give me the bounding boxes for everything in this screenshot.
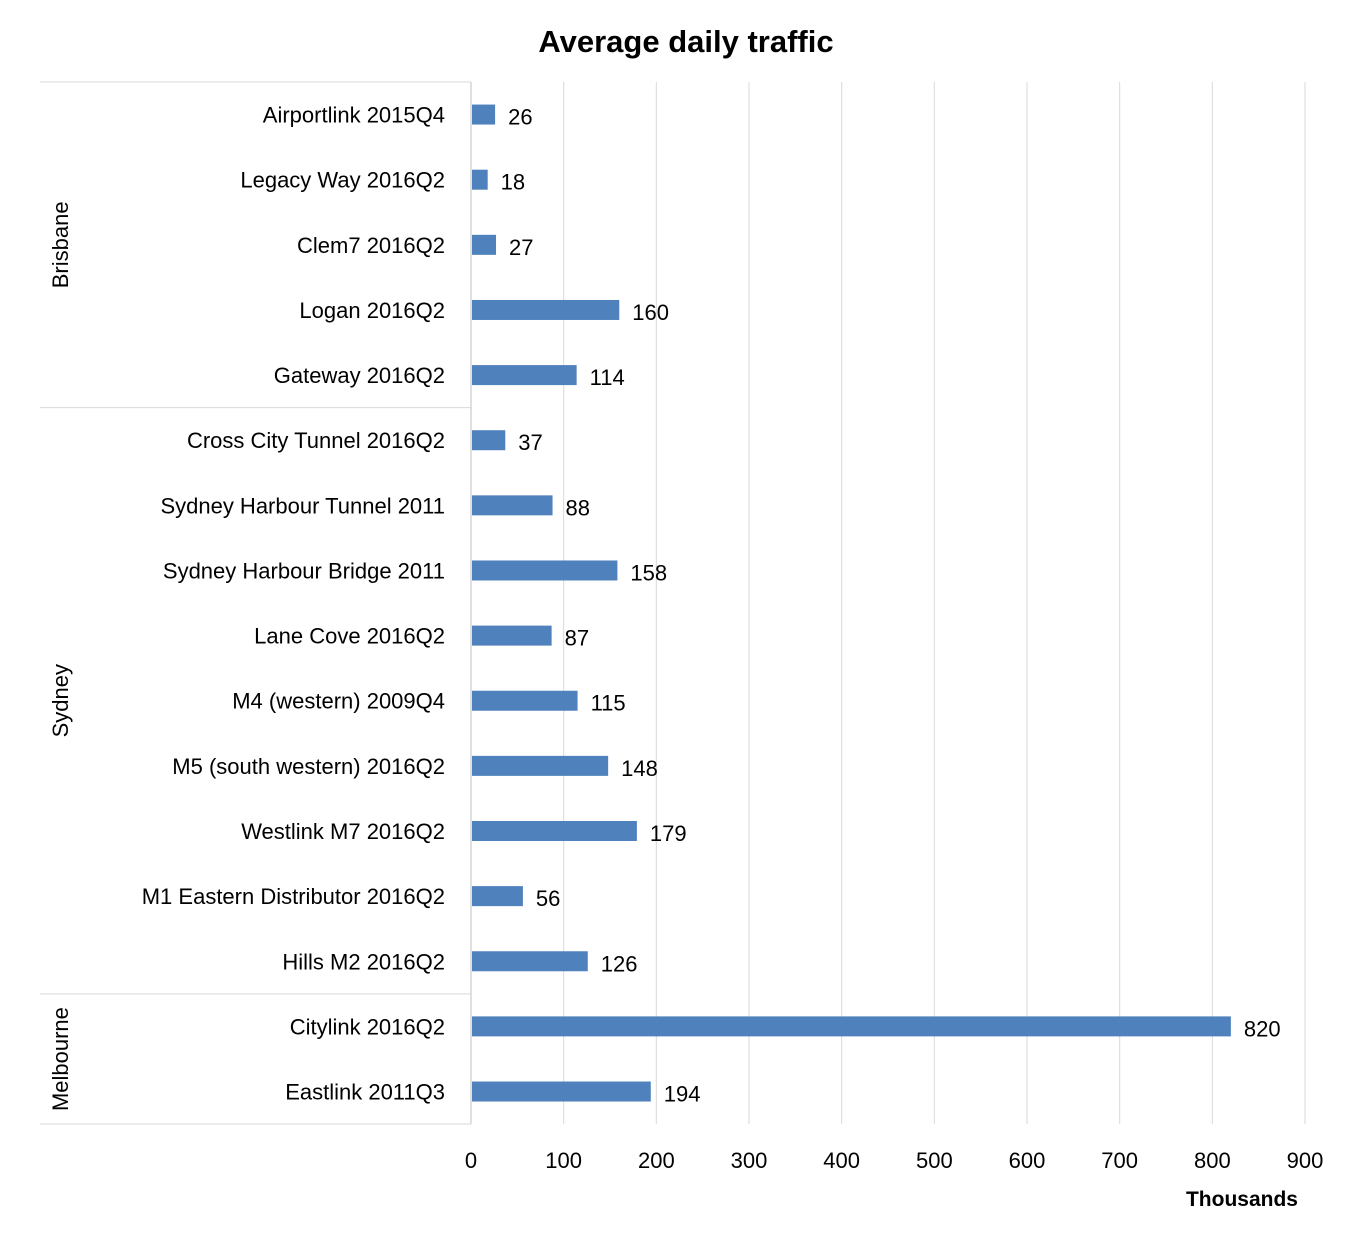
x-tick-label: 100 <box>545 1148 582 1173</box>
category-label: Sydney Harbour Bridge 2011 <box>163 558 445 583</box>
data-label: 179 <box>650 821 687 846</box>
bar <box>472 625 552 646</box>
bars: 26 18 27 160 114 37 88 158 87 115 148 179 56 126 820 19… <box>472 104 1281 1107</box>
category-label: Legacy Way 2016Q2 <box>240 168 445 193</box>
category-label: M4 (western) 2009Q4 <box>232 689 445 714</box>
data-label: 56 <box>536 886 560 911</box>
data-label: 158 <box>630 560 667 585</box>
category-label: Eastlink 2011Q3 <box>285 1080 445 1105</box>
x-tick-label: 200 <box>638 1148 675 1173</box>
data-label: 115 <box>591 691 626 716</box>
group-label: Brisbane <box>48 201 73 288</box>
data-label: 820 <box>1244 1016 1281 1041</box>
data-label: 87 <box>565 626 589 651</box>
x-axis-ticks: 0 100 200 300 400 500 600 700 800 900 <box>465 1148 1323 1173</box>
x-axis-label: Thousands <box>1186 1188 1298 1211</box>
bar <box>472 820 637 841</box>
category-label: Lane Cove 2016Q2 <box>254 624 445 649</box>
bar <box>472 365 577 386</box>
bar <box>472 234 497 255</box>
gridlines <box>470 82 1306 1124</box>
bar <box>472 690 578 711</box>
category-label: Hills M2 2016Q2 <box>282 949 445 974</box>
data-label: 160 <box>632 300 669 325</box>
bar <box>472 886 523 907</box>
bar <box>472 430 506 451</box>
category-label: Clem7 2016Q2 <box>297 233 445 258</box>
data-label: 148 <box>621 756 658 781</box>
category-label: Cross City Tunnel 2016Q2 <box>187 428 445 453</box>
data-label: 27 <box>509 235 533 260</box>
category-label: M1 Eastern Distributor 2016Q2 <box>142 884 445 909</box>
data-label: 26 <box>508 105 532 130</box>
x-tick-label: 700 <box>1101 1148 1138 1173</box>
data-label: 88 <box>566 495 590 520</box>
category-label: Citylink 2016Q2 <box>290 1014 445 1039</box>
x-tick-label: 0 <box>465 1148 477 1173</box>
category-axis: Airportlink 2015Q4 Legacy Way 2016Q2 Clem7… <box>40 81 471 1125</box>
bar <box>472 560 618 581</box>
x-tick-label: 900 <box>1287 1148 1324 1173</box>
bar <box>472 104 496 125</box>
category-label: Sydney Harbour Tunnel 2011 <box>160 493 445 518</box>
bar <box>472 951 588 972</box>
x-tick-label: 600 <box>1009 1148 1046 1173</box>
data-label: 126 <box>601 951 638 976</box>
category-label: Airportlink 2015Q4 <box>263 103 445 128</box>
group-label: Melbourne <box>48 1007 73 1111</box>
category-label: Gateway 2016Q2 <box>274 363 445 388</box>
x-tick-label: 300 <box>731 1148 768 1173</box>
category-label: Westlink M7 2016Q2 <box>241 819 445 844</box>
data-label: 194 <box>664 1082 701 1107</box>
bar <box>472 169 488 190</box>
data-label: 114 <box>590 365 625 390</box>
x-tick-label: 500 <box>916 1148 953 1173</box>
group-label: Sydney <box>48 664 73 737</box>
data-label: 18 <box>501 170 525 195</box>
x-tick-label: 800 <box>1194 1148 1231 1173</box>
bar <box>472 755 609 776</box>
category-label: Logan 2016Q2 <box>299 298 445 323</box>
bar <box>472 1081 651 1102</box>
x-tick-label: 400 <box>823 1148 860 1173</box>
chart-title: Average daily traffic <box>538 24 833 59</box>
data-label: 37 <box>518 430 542 455</box>
category-label: M5 (south western) 2016Q2 <box>172 754 445 779</box>
bar <box>472 495 553 516</box>
bar <box>472 299 620 320</box>
bar <box>472 1016 1231 1037</box>
